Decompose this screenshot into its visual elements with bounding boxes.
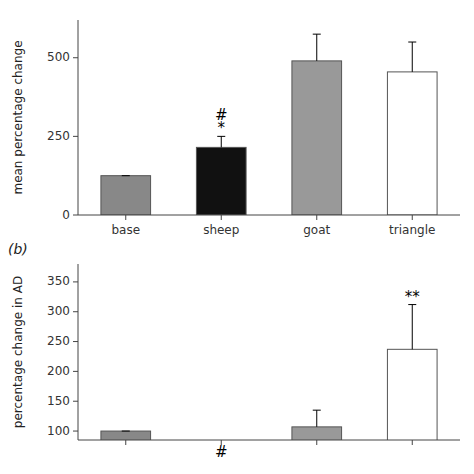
y-tick <box>73 431 78 432</box>
error-bar <box>217 136 225 147</box>
error-stem <box>316 34 317 61</box>
error-bar <box>408 305 416 350</box>
y-axis <box>78 264 79 440</box>
x-axis <box>78 440 460 441</box>
bars <box>101 305 437 440</box>
y-tick <box>73 281 78 282</box>
error-bar <box>122 431 130 432</box>
bar <box>292 61 342 215</box>
y-tick-label: 200 <box>47 364 70 378</box>
y-tick-label: 300 <box>47 304 70 318</box>
bars <box>101 34 437 215</box>
x-tick-label: base <box>111 223 140 237</box>
y-tick <box>73 341 78 342</box>
y-tick <box>73 401 78 402</box>
y-tick-label: 150 <box>47 394 70 408</box>
panel-label: (b) <box>8 241 28 257</box>
y-axis-label: mean percentage change <box>11 40 25 194</box>
y-tick <box>73 371 78 372</box>
bar <box>196 147 246 215</box>
y-tick <box>73 136 78 137</box>
x-tick <box>412 215 413 220</box>
error-cap <box>122 431 130 432</box>
y-tick-label: 100 <box>47 424 70 438</box>
error-stem <box>412 305 413 350</box>
error-bar <box>313 34 321 61</box>
error-cap <box>408 42 416 43</box>
x-tick <box>125 440 126 445</box>
y-tick-label: 0 <box>62 208 70 222</box>
panel: 0 250 500 base sheep goat triangle mean percent… <box>11 20 460 237</box>
y-tick <box>73 311 78 312</box>
y-tick-label: 250 <box>47 129 70 143</box>
x-tick-label: sheep <box>203 223 239 237</box>
bar <box>292 427 342 440</box>
error-stem <box>316 410 317 427</box>
annotation: ** <box>405 288 421 306</box>
x-tick-label: goat <box>303 223 330 237</box>
bar <box>387 72 437 215</box>
y-tick-label: 350 <box>47 274 70 288</box>
panel: 100 150 200 250 300 350 percentage change in A… <box>8 241 460 474</box>
y-axis-label: percentage change in AD <box>11 276 25 428</box>
y-tick <box>73 215 78 216</box>
x-tick <box>221 215 222 220</box>
error-cap <box>122 175 130 176</box>
y-axis <box>78 20 79 215</box>
bar <box>387 349 437 440</box>
y-tick <box>73 57 78 58</box>
error-bar <box>313 410 321 427</box>
y-tick-label: 250 <box>47 334 70 348</box>
x-axis <box>78 215 460 216</box>
error-cap <box>313 410 321 411</box>
y-tick-label: 500 <box>47 50 70 64</box>
error-cap <box>313 34 321 35</box>
error-bar <box>122 175 130 176</box>
error-stem <box>221 136 222 147</box>
x-tick <box>412 440 413 445</box>
error-stem <box>412 42 413 72</box>
x-tick-label: triangle <box>389 223 435 237</box>
x-tick <box>316 440 317 445</box>
bar <box>101 176 151 215</box>
error-bar <box>408 42 416 72</box>
x-tick <box>316 215 317 220</box>
annotation: # <box>215 106 228 124</box>
x-tick <box>125 215 126 220</box>
annotation: # <box>215 443 228 461</box>
bar <box>101 431 151 440</box>
chart-canvas: 0 250 500 base sheep goat triangle mean percent… <box>0 0 474 474</box>
